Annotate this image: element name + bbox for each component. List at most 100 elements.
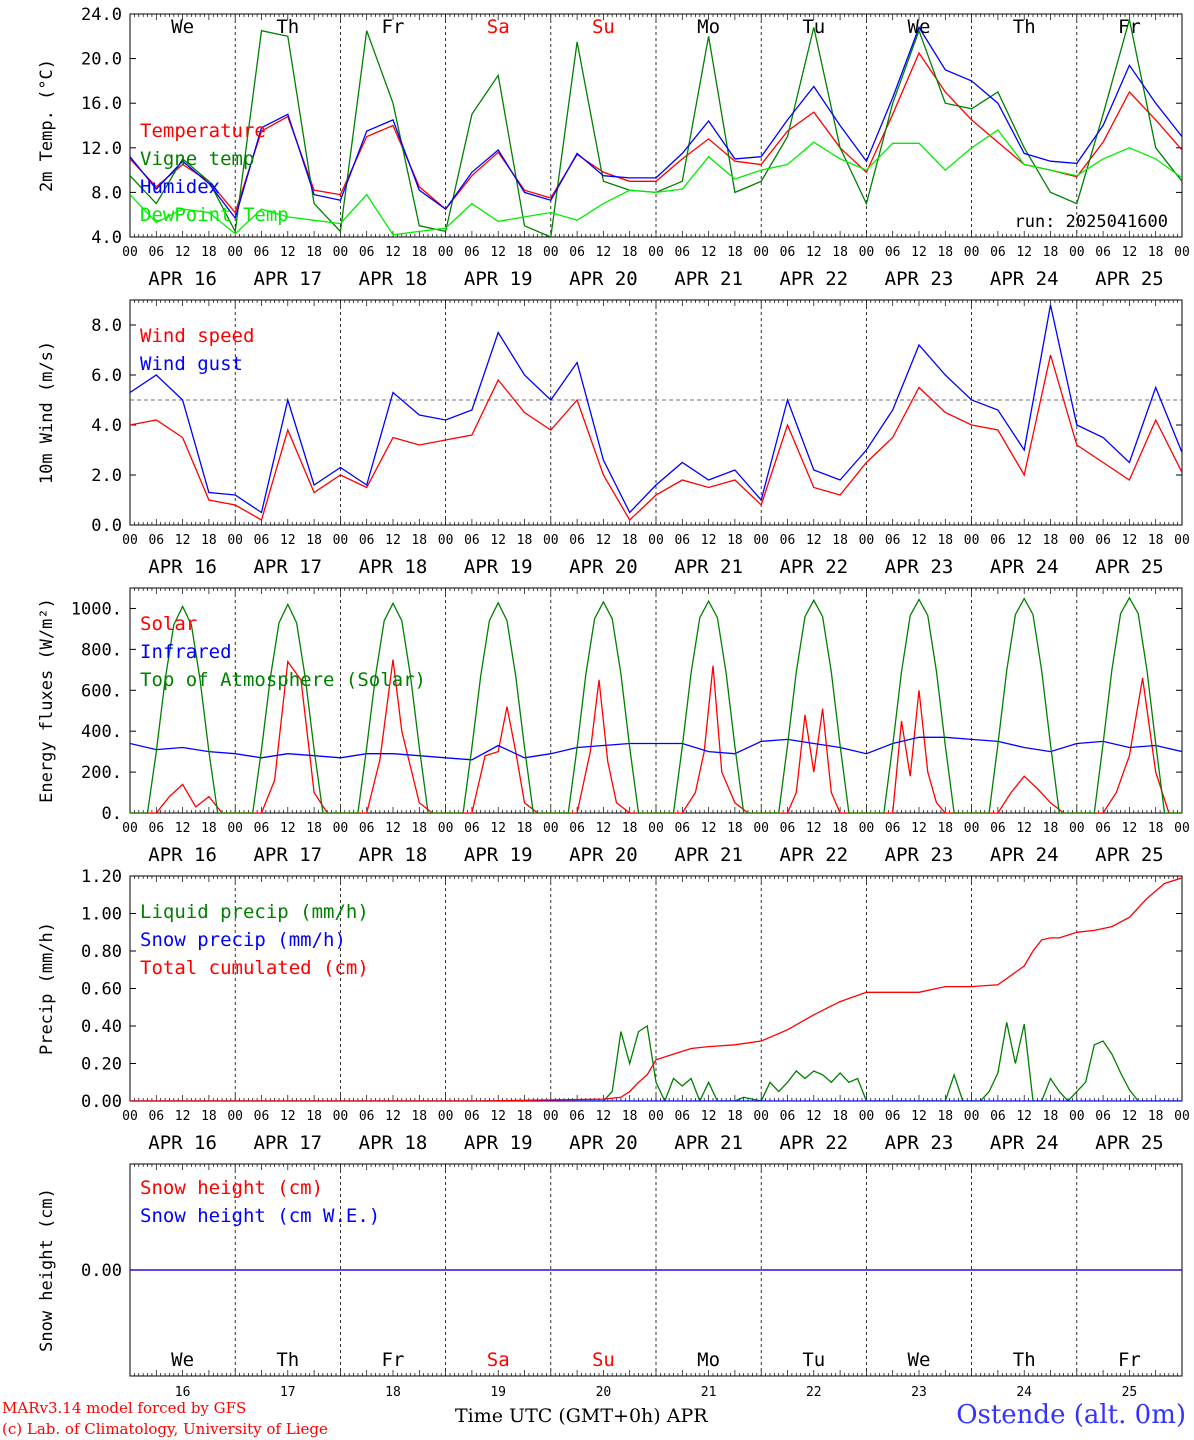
hour-label: 00 xyxy=(753,821,769,836)
hour-label: 18 xyxy=(517,821,533,836)
hour-label: 00 xyxy=(333,821,349,836)
y-tick-label: 8.0 xyxy=(91,316,122,336)
hour-label: 18 xyxy=(1043,245,1059,260)
weekday-label: We xyxy=(908,1349,931,1371)
weekday-label: Tu xyxy=(802,16,825,38)
hour-label: 18 xyxy=(937,821,953,836)
date-label: APR 22 xyxy=(779,844,848,866)
date-label: APR 23 xyxy=(885,556,954,578)
hour-label: 06 xyxy=(359,533,375,548)
y-tick-label: 0.00 xyxy=(81,1092,122,1112)
date-label: APR 19 xyxy=(464,268,533,290)
hour-label: 18 xyxy=(517,1109,533,1124)
hour-label: 12 xyxy=(596,533,612,548)
hour-label: 18 xyxy=(727,245,743,260)
hour-label: 00 xyxy=(227,821,243,836)
hour-label: 12 xyxy=(806,245,822,260)
legend-entry: Snow precip (mm/h) xyxy=(140,929,346,951)
hour-label: 12 xyxy=(701,1109,717,1124)
date-label: APR 24 xyxy=(990,556,1059,578)
weekday-label: We xyxy=(171,1349,194,1371)
hour-label: 18 xyxy=(937,533,953,548)
date-label: APR 16 xyxy=(148,844,217,866)
date-label: APR 23 xyxy=(885,1132,954,1154)
date-label: APR 18 xyxy=(359,268,428,290)
hour-label: 12 xyxy=(701,821,717,836)
hour-label: 00 xyxy=(648,821,664,836)
hour-label: 12 xyxy=(1122,245,1138,260)
hour-label: 12 xyxy=(911,821,927,836)
hour-label: 00 xyxy=(438,245,454,260)
x-axis-title: Time UTC (GMT+0h) APR xyxy=(455,1405,708,1427)
hour-label: 06 xyxy=(569,245,585,260)
hour-label: 06 xyxy=(569,1109,585,1124)
legend-entry: Snow height (cm) xyxy=(140,1177,323,1199)
hour-label: 06 xyxy=(464,821,480,836)
hour-label: 06 xyxy=(780,245,796,260)
hour-label: 12 xyxy=(1016,245,1032,260)
series-line xyxy=(130,877,1182,1101)
hour-label: 12 xyxy=(596,1109,612,1124)
hour-label: 00 xyxy=(1069,533,1085,548)
date-label: APR 19 xyxy=(464,844,533,866)
day-number-label: 24 xyxy=(1016,1385,1032,1400)
hour-label: 00 xyxy=(648,533,664,548)
hour-label: 12 xyxy=(175,1109,191,1124)
hour-label: 18 xyxy=(1148,533,1164,548)
hour-label: 00 xyxy=(333,533,349,548)
hour-label: 12 xyxy=(280,245,296,260)
hour-label: 00 xyxy=(753,1109,769,1124)
day-number-label: 22 xyxy=(806,1385,822,1400)
legend-entry: Liquid precip (mm/h) xyxy=(140,901,369,923)
hour-label: 06 xyxy=(990,533,1006,548)
legend-entry: Solar xyxy=(140,613,197,635)
date-label: APR 24 xyxy=(990,268,1059,290)
hour-label: 00 xyxy=(333,1109,349,1124)
date-label: APR 19 xyxy=(464,1132,533,1154)
hour-label: 12 xyxy=(490,245,506,260)
hour-label: 00 xyxy=(964,533,980,548)
hour-label: 00 xyxy=(543,245,559,260)
hour-label: 18 xyxy=(411,821,427,836)
hour-label: 06 xyxy=(780,1109,796,1124)
day-number-label: 17 xyxy=(280,1385,296,1400)
legend-entry: Humidex xyxy=(140,176,220,198)
panel-3: 0. 200. 400. 600. 800. 1000. Energy fluxes (W/… xyxy=(37,587,1190,866)
hour-label: 18 xyxy=(622,1109,638,1124)
date-label: APR 16 xyxy=(148,268,217,290)
hour-label: 06 xyxy=(674,533,690,548)
hour-label: 06 xyxy=(674,245,690,260)
legend-entry: Wind speed xyxy=(140,325,254,347)
series-line xyxy=(130,25,1182,220)
y-tick-label: 600. xyxy=(81,681,122,701)
hour-label: 00 xyxy=(543,821,559,836)
hour-label: 00 xyxy=(1069,821,1085,836)
hour-label: 12 xyxy=(1122,821,1138,836)
series-line xyxy=(130,596,1182,813)
hour-label: 18 xyxy=(622,245,638,260)
y-tick-label: 0.00 xyxy=(81,1261,122,1281)
hour-label: 12 xyxy=(280,1109,296,1124)
panel-frame xyxy=(129,299,1183,526)
legend-entry: Top of Atmosphere (Solar) xyxy=(140,669,426,691)
hour-label: 12 xyxy=(175,821,191,836)
hour-label: 06 xyxy=(359,245,375,260)
model-credit: MARv3.14 model forced by GFS xyxy=(2,1399,247,1417)
date-label: APR 23 xyxy=(885,268,954,290)
hour-label: 06 xyxy=(1095,245,1111,260)
lab-credit: (c) Lab. of Climatology, University of L… xyxy=(2,1420,328,1438)
hour-label: 00 xyxy=(438,821,454,836)
weekday-label: Fr xyxy=(382,16,405,38)
hour-label: 18 xyxy=(306,245,322,260)
hour-label: 18 xyxy=(937,1109,953,1124)
hour-label: 06 xyxy=(990,821,1006,836)
y-tick-label: 800. xyxy=(81,640,122,660)
series-line xyxy=(130,129,1182,236)
hour-label: 12 xyxy=(806,1109,822,1124)
weekday-label: Fr xyxy=(1118,16,1141,38)
date-label: APR 16 xyxy=(148,556,217,578)
y-tick-label: 1.00 xyxy=(81,905,122,925)
hour-label: 12 xyxy=(806,533,822,548)
hour-label: 06 xyxy=(569,821,585,836)
hour-label: 18 xyxy=(306,533,322,548)
